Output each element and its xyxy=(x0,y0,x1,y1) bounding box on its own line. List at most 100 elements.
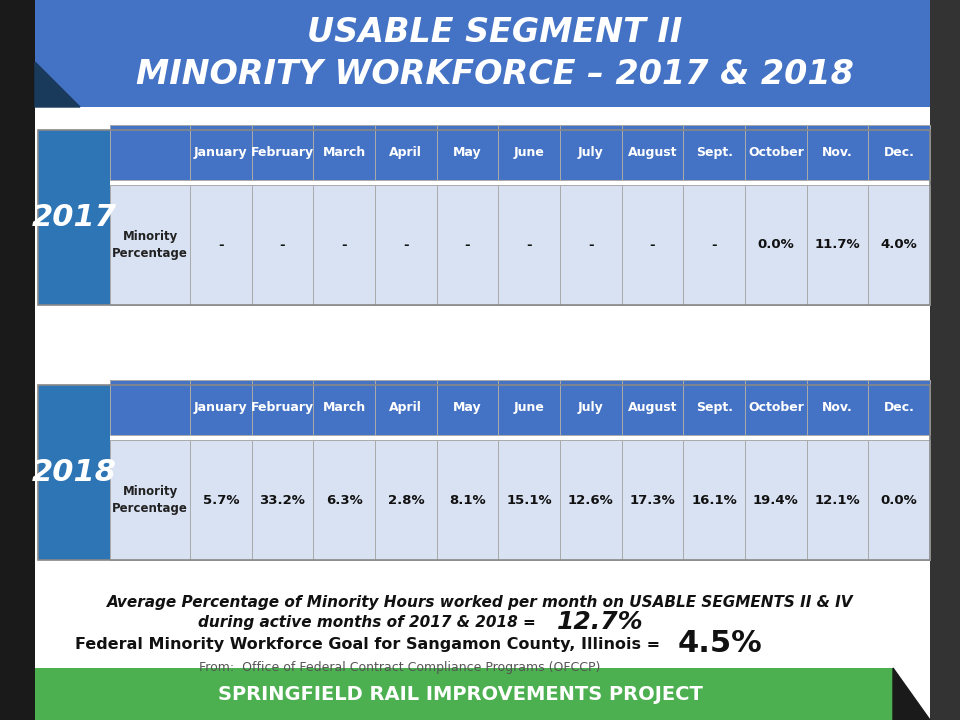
Bar xyxy=(560,380,622,435)
Bar xyxy=(190,440,252,560)
Text: USABLE SEGMENT II: USABLE SEGMENT II xyxy=(307,17,683,50)
Bar xyxy=(560,125,622,180)
Text: Sept.: Sept. xyxy=(696,146,732,159)
Bar xyxy=(869,185,930,305)
Text: Nov.: Nov. xyxy=(822,401,852,414)
Bar xyxy=(745,125,806,180)
Bar xyxy=(437,380,498,435)
Text: 11.7%: 11.7% xyxy=(815,238,860,251)
Bar xyxy=(110,440,190,560)
Bar xyxy=(498,125,560,180)
Bar xyxy=(313,380,375,435)
Text: 2018: 2018 xyxy=(32,458,116,487)
Bar xyxy=(869,380,930,435)
Bar xyxy=(375,440,437,560)
Bar xyxy=(252,380,313,435)
Text: Average Percentage of Minority Hours worked per month on USABLE SEGMENTS II & IV: Average Percentage of Minority Hours wor… xyxy=(107,595,853,610)
Bar xyxy=(190,380,252,435)
Bar xyxy=(252,440,313,560)
Bar xyxy=(437,440,498,560)
Bar xyxy=(35,0,930,107)
Text: July: July xyxy=(578,401,604,414)
Bar xyxy=(745,440,806,560)
Bar xyxy=(498,125,560,180)
Text: 8.1%: 8.1% xyxy=(449,493,486,506)
Text: April: April xyxy=(390,146,422,159)
Text: October: October xyxy=(748,401,804,414)
Text: June: June xyxy=(514,146,544,159)
Bar xyxy=(622,125,684,180)
Text: March: March xyxy=(323,146,366,159)
Bar xyxy=(560,440,622,560)
Text: Minority
Percentage: Minority Percentage xyxy=(112,485,188,515)
Bar xyxy=(745,380,806,435)
Text: August: August xyxy=(628,146,677,159)
Bar xyxy=(806,440,869,560)
Text: 19.4%: 19.4% xyxy=(753,493,799,506)
Bar xyxy=(110,185,190,305)
Bar xyxy=(622,380,684,435)
Bar xyxy=(560,440,622,560)
Bar xyxy=(437,185,498,305)
Text: -: - xyxy=(342,238,347,251)
Bar xyxy=(375,185,437,305)
Bar xyxy=(190,125,252,180)
Text: 33.2%: 33.2% xyxy=(259,493,305,506)
Bar xyxy=(684,440,745,560)
Bar xyxy=(869,440,930,560)
Text: May: May xyxy=(453,401,482,414)
Bar xyxy=(190,380,252,435)
Bar xyxy=(622,380,684,435)
Bar xyxy=(930,0,960,720)
Bar xyxy=(313,125,375,180)
Bar xyxy=(684,185,745,305)
Bar xyxy=(375,440,437,560)
Bar xyxy=(684,125,745,180)
Text: Federal Minority Workforce Goal for Sangamon County, Illinois =: Federal Minority Workforce Goal for Sang… xyxy=(75,636,665,652)
Bar xyxy=(806,380,869,435)
Text: January: January xyxy=(194,146,248,159)
Text: 15.1%: 15.1% xyxy=(506,493,552,506)
Text: August: August xyxy=(628,401,677,414)
Bar xyxy=(560,380,622,435)
Bar xyxy=(252,185,313,305)
Bar xyxy=(437,125,498,180)
Bar xyxy=(498,185,560,305)
Bar xyxy=(745,440,806,560)
Bar xyxy=(252,380,313,435)
Bar xyxy=(869,125,930,180)
Text: From:  Office of Federal Contract Compliance Programs (OFCCP): From: Office of Federal Contract Complia… xyxy=(200,662,601,675)
Text: May: May xyxy=(453,146,482,159)
Bar xyxy=(375,125,437,180)
Bar xyxy=(684,380,745,435)
Bar xyxy=(252,125,313,180)
Bar xyxy=(498,380,560,435)
Text: MINORITY WORKFORCE – 2017 & 2018: MINORITY WORKFORCE – 2017 & 2018 xyxy=(136,58,854,91)
Bar xyxy=(745,125,806,180)
Text: 16.1%: 16.1% xyxy=(691,493,737,506)
Bar xyxy=(869,125,930,180)
Text: Dec.: Dec. xyxy=(884,401,915,414)
Text: April: April xyxy=(390,401,422,414)
Bar xyxy=(560,185,622,305)
Bar xyxy=(313,440,375,560)
Bar xyxy=(684,125,745,180)
Bar xyxy=(110,380,190,435)
Text: 12.1%: 12.1% xyxy=(815,493,860,506)
Text: during active months of 2017 & 2018 =: during active months of 2017 & 2018 = xyxy=(199,614,541,629)
Text: -: - xyxy=(279,238,285,251)
Bar xyxy=(110,125,190,180)
Bar xyxy=(313,185,375,305)
Bar xyxy=(560,125,622,180)
Bar xyxy=(110,440,190,560)
Text: 6.3%: 6.3% xyxy=(325,493,363,506)
Bar xyxy=(498,440,560,560)
Text: SPRINGFIELD RAIL IMPROVEMENTS PROJECT: SPRINGFIELD RAIL IMPROVEMENTS PROJECT xyxy=(218,685,703,703)
Bar xyxy=(806,125,869,180)
Text: October: October xyxy=(748,146,804,159)
Text: -: - xyxy=(465,238,470,251)
Bar xyxy=(622,185,684,305)
Text: January: January xyxy=(194,401,248,414)
Bar xyxy=(38,130,930,305)
Bar xyxy=(375,125,437,180)
